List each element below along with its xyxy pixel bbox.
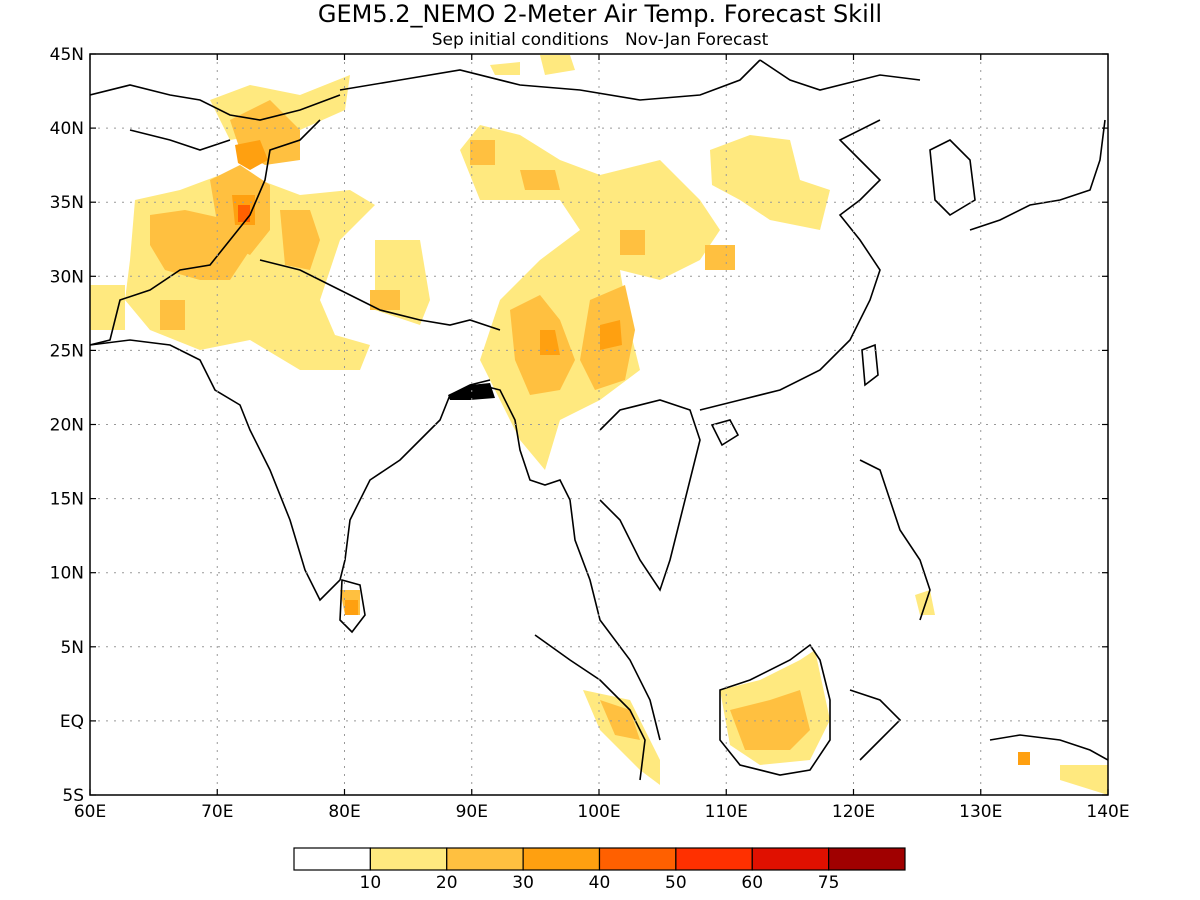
x-tick-label: 90E (456, 802, 488, 822)
colorbar-label: 10 (360, 873, 382, 893)
y-tick-label: 5N (60, 638, 84, 658)
colorbar-swatch (598, 847, 677, 871)
colorbar: 10 20 30 40 50 60 75 (293, 847, 906, 893)
colorbar-swatch (446, 847, 524, 871)
map-title: GEM5.2_NEMO 2-Meter Air Temp. Forecast S… (318, 0, 882, 28)
x-tick-label: 80E (328, 802, 360, 822)
colorbar-swatch (369, 847, 448, 871)
y-tick-label: 30N (50, 267, 84, 287)
x-tick-label: 100E (577, 802, 620, 822)
colorbar-swatch (675, 847, 753, 871)
shading-layer (90, 55, 1108, 795)
y-tick-label: 25N (50, 341, 84, 361)
y-tick-label: 5S (62, 786, 84, 806)
y-tick-label: 20N (50, 416, 84, 436)
y-tick-label: 45N (50, 45, 84, 65)
colorbar-label: 75 (818, 873, 840, 893)
colorbar-swatch (293, 847, 371, 871)
grid-lines (90, 54, 1108, 795)
colorbar-label: 60 (741, 873, 763, 893)
colorbar-label: 40 (589, 873, 611, 893)
x-tick-label: 110E (705, 802, 748, 822)
y-tick-label: 35N (50, 193, 84, 213)
y-tick-label: 40N (50, 119, 84, 139)
colorbar-label: 30 (512, 873, 534, 893)
map-subtitle: Sep initial conditions Nov-Jan Forecast (432, 30, 769, 50)
y-tick-label: 15N (50, 490, 84, 510)
x-axis: 60E 70E 80E 90E 100E 110E 120E 130E 140E (74, 54, 1130, 822)
colorbar-label: 20 (436, 873, 458, 893)
x-tick-label: 70E (201, 802, 233, 822)
colorbar-swatch (828, 847, 906, 871)
y-tick-label: EQ (60, 712, 84, 732)
colorbar-label: 50 (665, 873, 687, 893)
x-tick-label: 120E (832, 802, 875, 822)
x-tick-label: 60E (74, 802, 106, 822)
x-tick-label: 130E (959, 802, 1002, 822)
y-tick-label: 10N (50, 564, 84, 584)
y-axis: 5S EQ 5N 10N 15N 20N 25N 30N 35N 40N 45N (50, 45, 1108, 806)
colorbar-swatch (751, 847, 830, 871)
colorbar-swatch (522, 847, 601, 871)
x-tick-label: 140E (1086, 802, 1129, 822)
